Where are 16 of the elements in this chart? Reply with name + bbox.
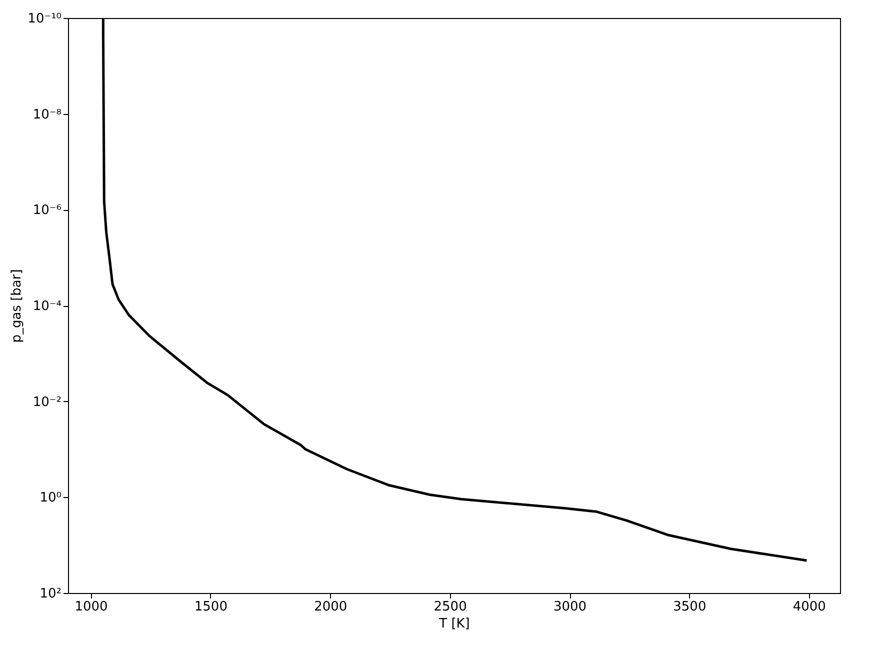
y-tick-label: 10⁻⁶	[32, 203, 62, 218]
y-tick-label: 10⁻⁴	[32, 299, 62, 314]
y-tick-label: 10⁻²	[32, 394, 62, 410]
x-tick-label: 2000	[314, 600, 348, 614]
x-tick-label: 1000	[74, 600, 108, 614]
x-tick-label: 2500	[434, 600, 467, 614]
y-tick-label: 10²	[40, 586, 62, 602]
x-tick-label: 3000	[553, 600, 587, 614]
x-tick-label: 4000	[792, 600, 826, 614]
x-tick-label: 1500	[194, 600, 228, 614]
y-tick-label: 10⁻¹⁰	[28, 12, 62, 26]
y-axis-title: p_gas [bar]	[10, 269, 25, 343]
y-tick-label: 10⁰	[40, 490, 62, 506]
y-tick-label: 10⁻⁸	[32, 107, 62, 122]
x-axis-title: T [K]	[438, 616, 470, 632]
x-tick-label: 3500	[673, 600, 706, 614]
